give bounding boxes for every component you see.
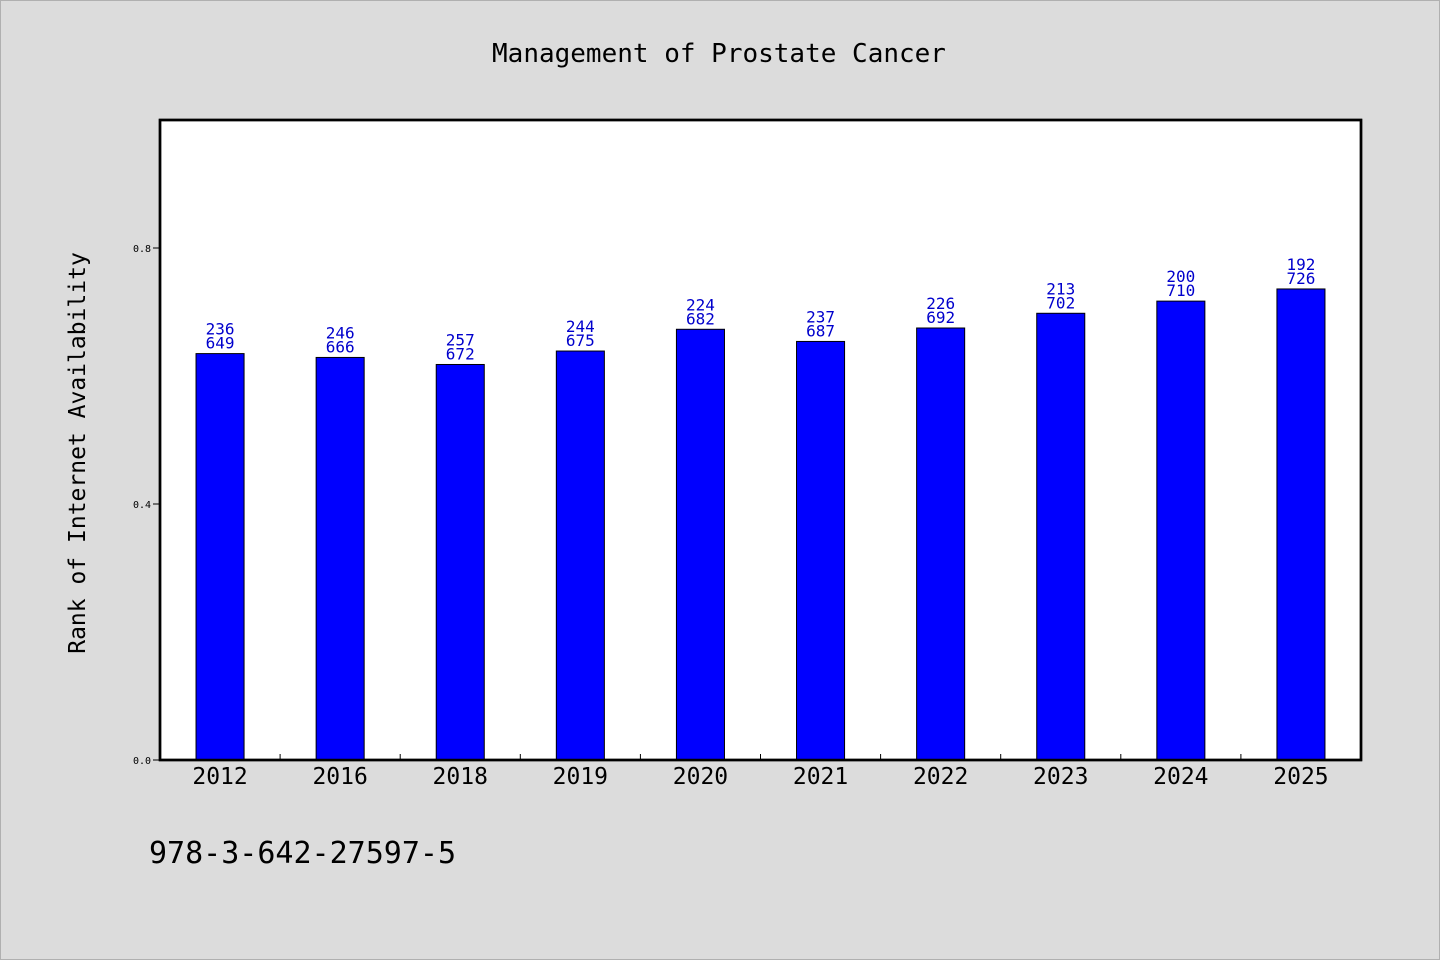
data-label-top: 226: [926, 294, 955, 313]
x-tick-label: 2021: [793, 764, 848, 790]
x-tick-label: 2020: [673, 764, 728, 790]
data-label-bottom: 672: [446, 344, 475, 363]
bar: [1036, 312, 1086, 761]
bar: [675, 328, 725, 761]
y-axis-label: Rank of Internet Availability: [65, 252, 91, 654]
plot-frame-border: [158, 118, 1363, 762]
data-label-bottom: 682: [686, 309, 715, 328]
bar: [315, 356, 365, 761]
x-tick-label: 2024: [1153, 764, 1208, 790]
bar: [796, 340, 846, 761]
y-tick-label: 0.8: [133, 244, 151, 255]
data-label-top: 236: [206, 320, 235, 339]
bar: [435, 363, 485, 761]
bar: [1156, 300, 1206, 761]
x-tick-label: 2023: [1033, 764, 1088, 790]
data-label-bottom: 726: [1286, 269, 1315, 288]
bar: [555, 350, 605, 761]
x-tick-label: 2018: [433, 764, 488, 790]
bar: [1276, 288, 1326, 761]
data-label-top: 257: [446, 330, 475, 349]
footer-id-text: 978-3-642-27597-5: [149, 836, 456, 871]
data-label-bottom: 687: [806, 321, 835, 340]
data-label-top: 246: [326, 323, 355, 342]
data-label-top: 237: [806, 307, 835, 326]
data-label-bottom: 666: [326, 337, 355, 356]
y-tick-label: 0.0: [133, 756, 151, 767]
data-label-bottom: 702: [1046, 293, 1075, 312]
data-label-bottom: 692: [926, 308, 955, 327]
data-label-bottom: 710: [1166, 281, 1195, 300]
data-label-top: 213: [1046, 279, 1075, 298]
data-label-bottom: 675: [566, 331, 595, 350]
x-tick-label: 2019: [553, 764, 608, 790]
data-label-top: 192: [1286, 255, 1315, 274]
data-label-top: 244: [566, 317, 595, 336]
y-tick-label: 0.4: [133, 500, 151, 511]
x-tick-label: 2025: [1273, 764, 1328, 790]
chart-title: Management of Prostate Cancer: [492, 39, 946, 69]
bar: [195, 353, 245, 761]
x-tick-label: 2022: [913, 764, 968, 790]
x-tick-label: 2012: [192, 764, 247, 790]
data-label-top: 200: [1166, 267, 1195, 286]
data-label-top: 224: [686, 295, 715, 314]
data-label-bottom: 649: [206, 334, 235, 353]
bar: [916, 327, 966, 761]
x-tick-label: 2016: [312, 764, 367, 790]
